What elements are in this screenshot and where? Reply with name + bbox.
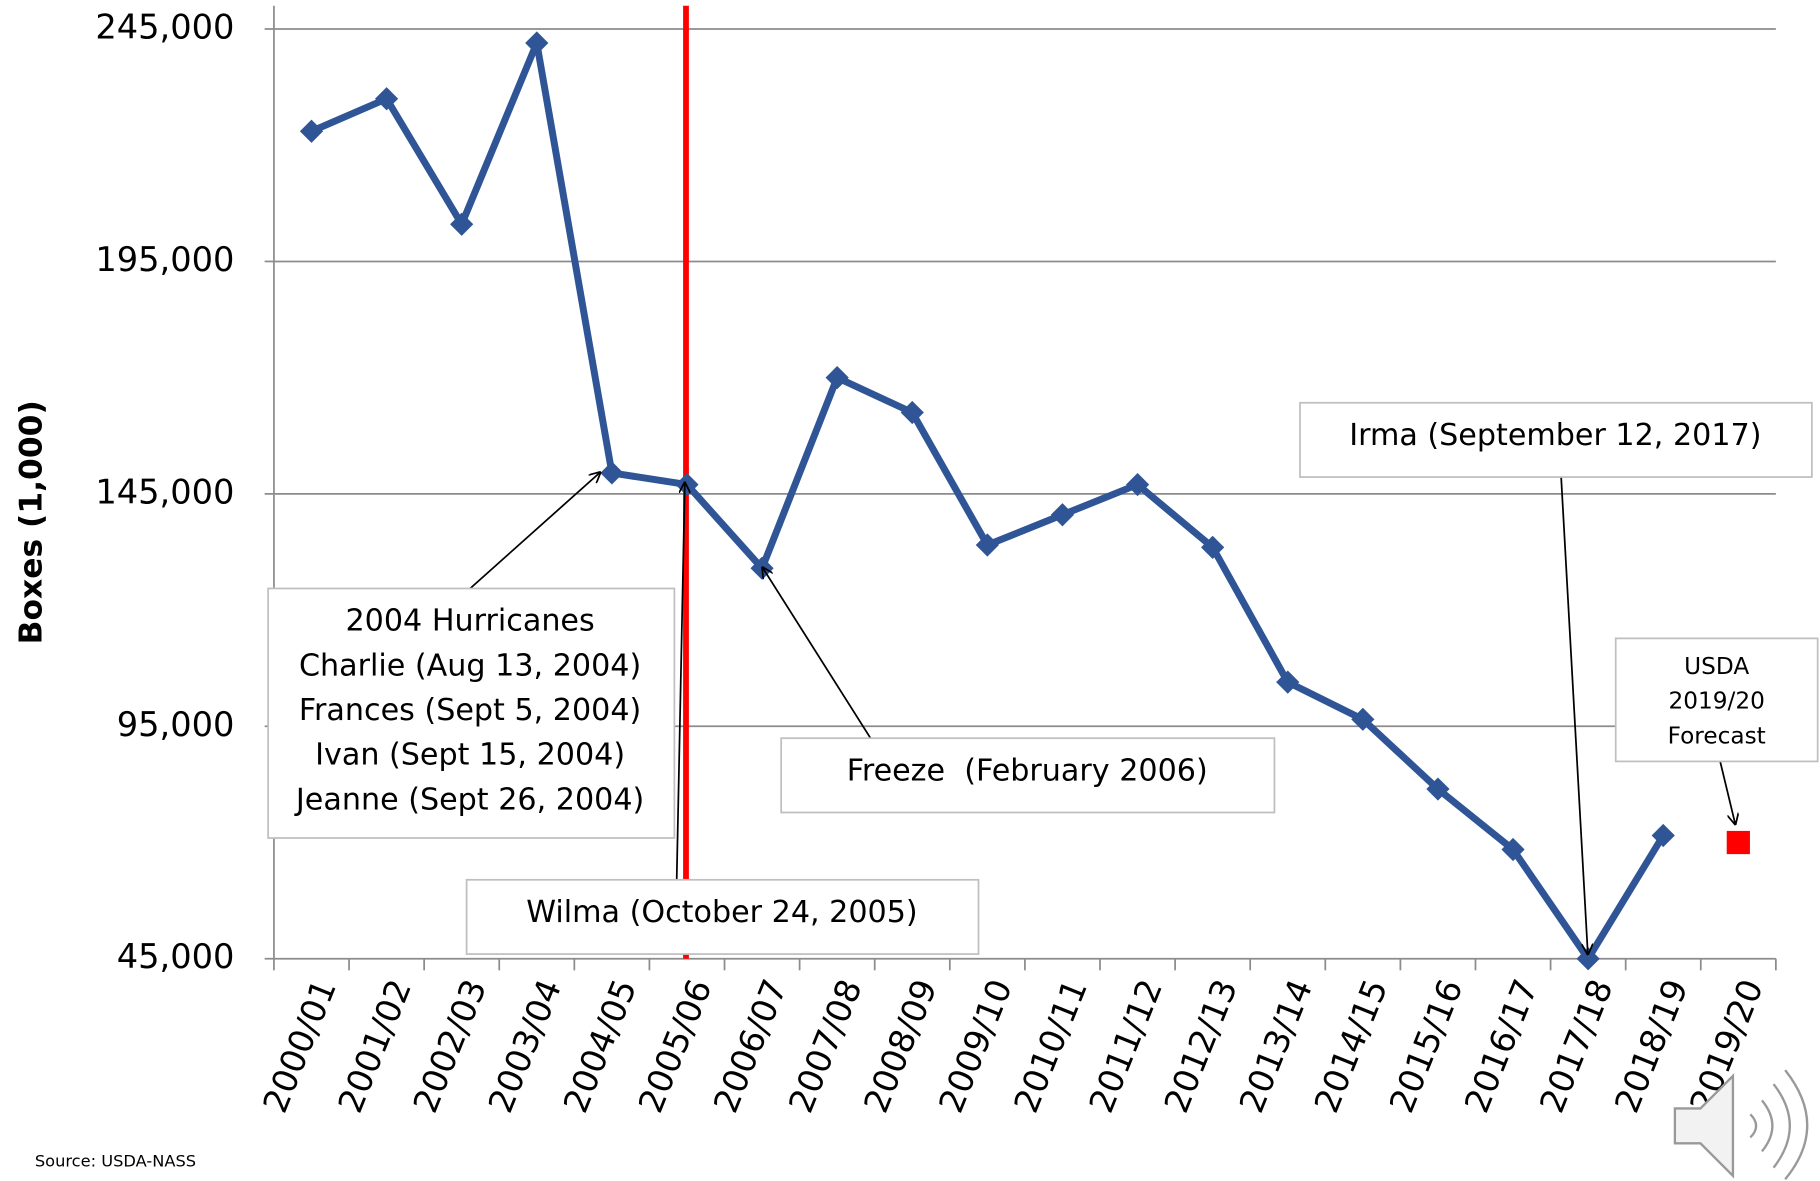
speaker-icon bbox=[1673, 1069, 1809, 1180]
x-tick-label: 2001/02 bbox=[331, 974, 420, 1118]
x-tick-label: 2015/16 bbox=[1382, 974, 1471, 1118]
x-tick-label: 2007/08 bbox=[781, 974, 870, 1118]
marker bbox=[1501, 837, 1525, 862]
annotation-text: 2019/20 bbox=[1668, 688, 1764, 715]
y-axis-label: Boxes (1,000) bbox=[14, 400, 50, 644]
y-tick-label: 45,000 bbox=[117, 937, 235, 976]
x-tick-label: 2006/07 bbox=[706, 974, 795, 1118]
annotation-arrow bbox=[1719, 761, 1735, 824]
x-tick-label: 2004/05 bbox=[556, 974, 645, 1118]
x-tick-label: 2014/15 bbox=[1307, 974, 1396, 1118]
y-tick-label: 145,000 bbox=[95, 472, 234, 511]
annotation-text: Forecast bbox=[1668, 723, 1766, 750]
x-tick-label: 2011/12 bbox=[1082, 974, 1171, 1118]
annotation-text: Freeze (February 2006) bbox=[847, 753, 1208, 788]
annotation-box bbox=[267, 587, 676, 839]
annotation-text: Jeanne (Sept 26, 2004) bbox=[294, 782, 644, 817]
marker bbox=[1201, 535, 1225, 559]
annotation-text: Ivan (Sept 15, 2004) bbox=[315, 738, 625, 773]
annotation-text: Wilma (October 24, 2005) bbox=[526, 895, 917, 930]
annotation-text: USDA bbox=[1684, 653, 1749, 680]
annotation-text: Frances (Sept 5, 2004) bbox=[299, 693, 641, 728]
marker bbox=[1050, 503, 1075, 527]
annotation-box bbox=[465, 878, 980, 955]
marker bbox=[600, 461, 624, 485]
x-tick-label: 2010/11 bbox=[1006, 974, 1095, 1118]
marker bbox=[825, 366, 849, 390]
marker bbox=[1726, 830, 1750, 855]
marker bbox=[900, 400, 924, 425]
x-tick-label: 2017/18 bbox=[1532, 974, 1621, 1118]
y-tick-label: 195,000 bbox=[95, 240, 234, 279]
annotation-box bbox=[1299, 401, 1813, 478]
x-tick-label: 2008/09 bbox=[856, 974, 945, 1118]
annotation-arrow bbox=[763, 568, 872, 739]
x-tick-label: 2012/13 bbox=[1157, 974, 1246, 1118]
marker bbox=[1651, 823, 1675, 848]
y-tick-label: 245,000 bbox=[95, 8, 234, 47]
annotation-text: 2004 Hurricanes bbox=[345, 604, 594, 639]
x-tick-label: 2003/04 bbox=[481, 974, 570, 1118]
marker bbox=[1426, 777, 1450, 801]
annotation-text: Irma (September 12, 2017) bbox=[1349, 418, 1761, 453]
y-tick-label: 95,000 bbox=[117, 705, 235, 744]
annotation-text: Charlie (Aug 13, 2004) bbox=[299, 648, 641, 683]
annotation-arrow bbox=[675, 483, 685, 880]
x-tick-label: 2000/01 bbox=[255, 974, 344, 1118]
x-tick-label: 2005/06 bbox=[631, 974, 720, 1118]
x-tick-label: 2002/03 bbox=[406, 974, 495, 1118]
x-tick-label: 2009/10 bbox=[931, 974, 1020, 1118]
annotations: 2004 Hurricanes Charlie (Aug 13, 2004) Fra… bbox=[267, 401, 1819, 955]
annotation-box bbox=[1614, 637, 1819, 763]
source: Source: USDA-NASS bbox=[35, 1151, 196, 1170]
x-tick-label: 2016/17 bbox=[1457, 974, 1546, 1118]
annotation-arrow bbox=[469, 472, 600, 590]
x-tick-label: 2018/19 bbox=[1607, 974, 1696, 1118]
marker bbox=[525, 31, 549, 55]
marker bbox=[1276, 670, 1300, 694]
annotation-box bbox=[780, 737, 1276, 814]
annotation-arrow bbox=[1560, 476, 1588, 954]
marker bbox=[1125, 472, 1150, 497]
x-tick-label: 2013/14 bbox=[1232, 974, 1321, 1118]
marker bbox=[299, 119, 324, 143]
